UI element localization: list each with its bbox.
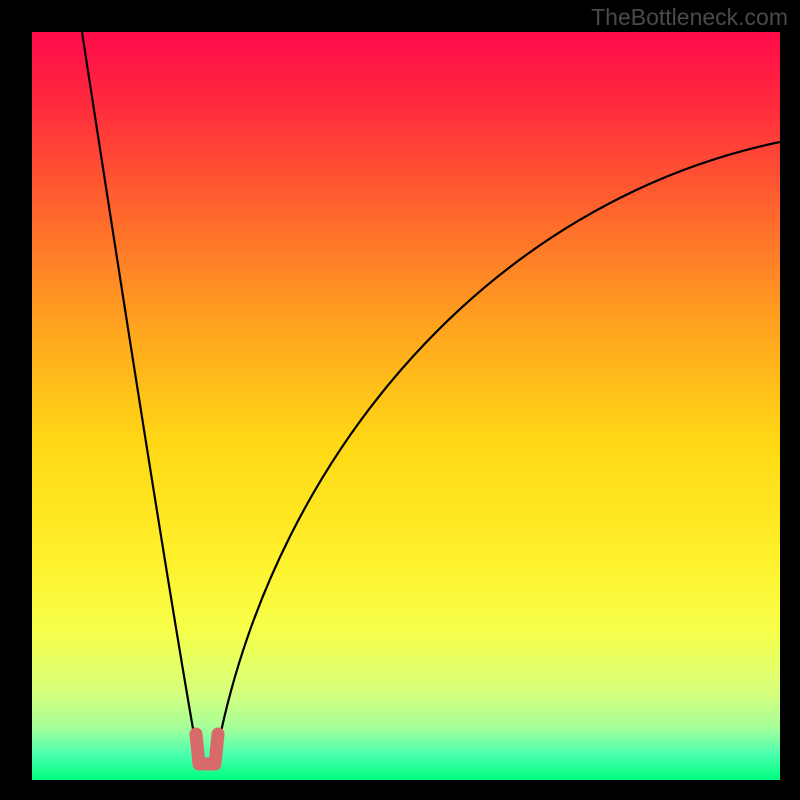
plot-area <box>32 32 780 780</box>
right-curve-branch <box>218 142 780 746</box>
u-marker-cap-left <box>190 728 203 741</box>
left-curve-branch <box>82 32 196 746</box>
watermark-text: TheBottleneck.com <box>591 4 788 31</box>
chart-frame: TheBottleneck.com <box>0 0 800 800</box>
curve-layer <box>32 32 780 780</box>
u-marker-cap-right <box>212 728 225 741</box>
